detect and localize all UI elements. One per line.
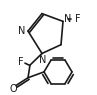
Text: N: N xyxy=(64,14,71,24)
Text: F: F xyxy=(75,14,81,24)
Text: F: F xyxy=(18,57,24,67)
Text: O: O xyxy=(9,84,17,94)
Text: N: N xyxy=(39,55,47,65)
Text: N: N xyxy=(18,26,25,36)
